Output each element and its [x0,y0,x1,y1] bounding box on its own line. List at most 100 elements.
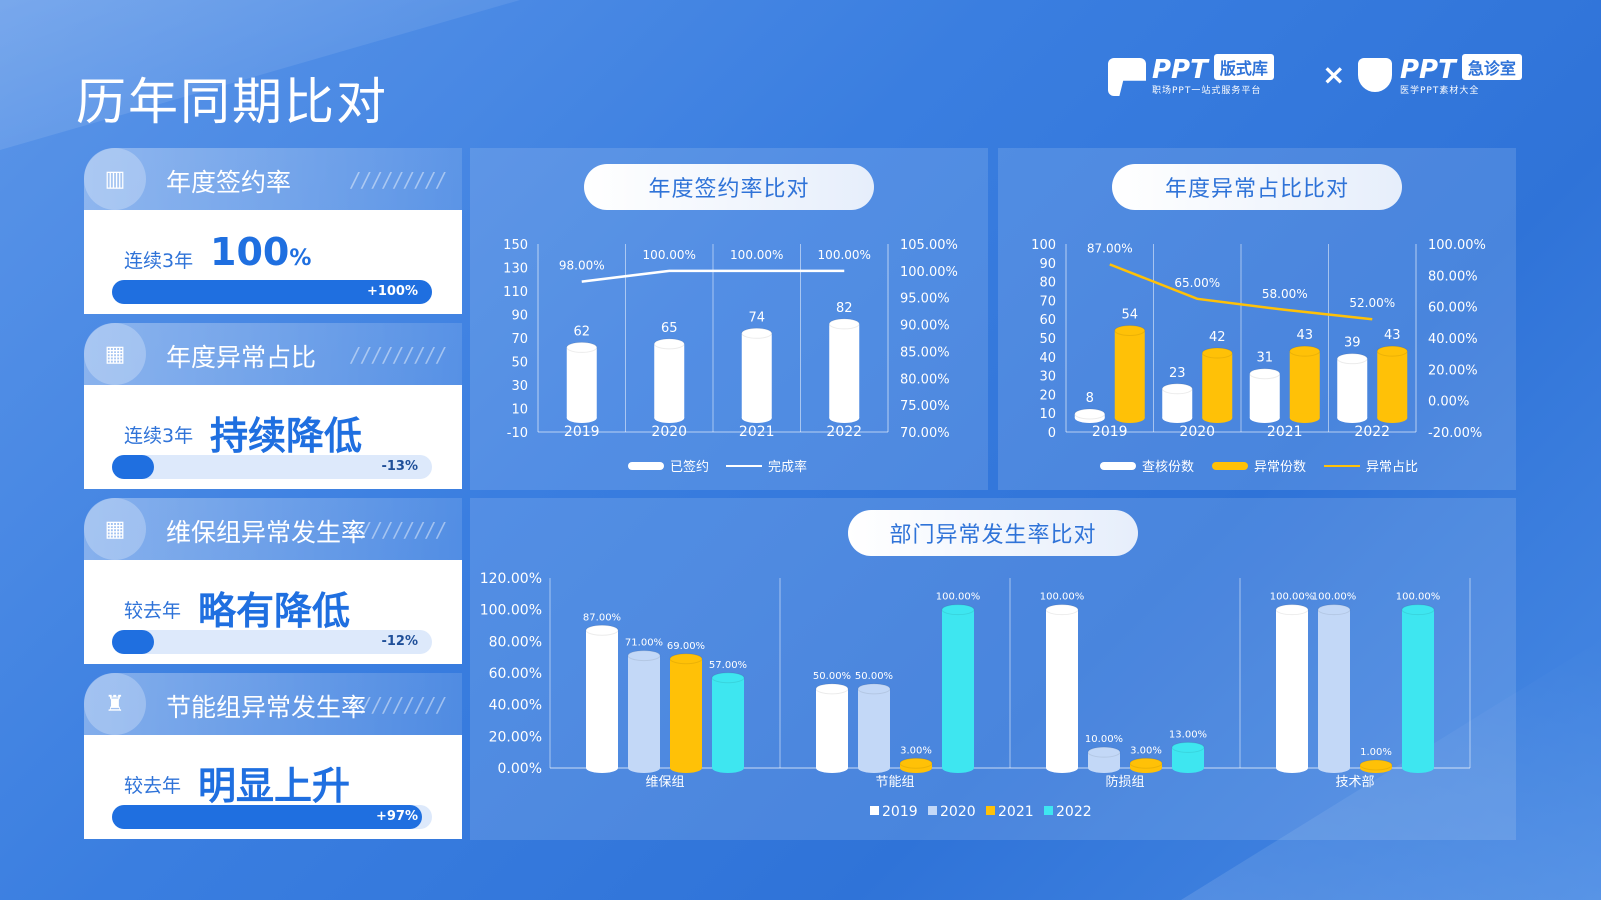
legend-swatch [1044,806,1053,815]
y-tick-label: 100.00% [480,603,542,619]
kpi-label: 节能组异常发生率 [166,693,367,722]
y-tick-label: 70 [511,332,528,347]
kpi-card-maintenance-anomaly: ▦ 维保组异常发生率 ///////// 较去年 略有降低 -12% [84,498,462,664]
bar-2022-top [1171,741,1205,753]
legend-label: 完成率 [768,459,807,475]
bar-已签约-base [741,413,772,423]
bar-异常份数 [1114,330,1145,418]
kpi-header: ♜ 节能组异常发生率 ///////// [84,673,462,735]
data-label: 43 [1384,328,1401,343]
line-label: 87.00% [1087,241,1133,255]
brand-right-tag: 急诊室 [1461,54,1522,80]
bar-异常份数 [1377,351,1408,418]
y-tick-label: 130 [503,262,528,277]
x-tick-label: 2022 [1354,424,1390,440]
data-label: 42 [1209,330,1226,345]
data-label: 62 [573,324,590,339]
bar-2020 [858,688,890,768]
bar-2022 [712,677,744,768]
line-label: 100.00% [730,248,783,262]
bar-已签约-top [653,338,685,350]
kpi-prefix: 较去年 [124,600,182,622]
bar-异常份数 [1289,351,1320,418]
line-完成率 [581,269,845,283]
bar-查核份数 [1249,373,1280,418]
bar-2021-top [1359,759,1393,771]
line-label: 52.00% [1349,296,1395,310]
bar-查核份数-top [1249,368,1281,380]
bar-2019-top [585,624,619,636]
bar-异常份数-top [1289,345,1321,357]
x-tick-label: 2021 [1267,424,1303,440]
kpi-body: 连续3年 持续降低 -13% [84,385,462,489]
y2-tick-label: 20.00% [1428,363,1478,378]
bar-异常份数-base [1289,413,1320,423]
progress-fill [112,805,423,829]
brand-left-slogan: 职场PPT一站式服务平台 [1152,86,1262,96]
bar-查核份数-top [1161,383,1193,395]
bar-2022 [1402,609,1434,768]
legend-swatch [986,806,995,815]
y-tick-label: 40.00% [489,698,542,714]
chart-title: 年度签约率比对 [584,164,874,210]
y2-tick-label: -20.00% [1428,426,1482,441]
data-label: 13.00% [1169,729,1207,740]
y-tick-label: 30 [1039,370,1056,385]
brand-right: PPT 急诊室 医学PPT素材大全 [1400,54,1522,96]
x-tick-label: 技术部 [1335,775,1374,790]
bar-2021-base [670,763,702,773]
data-label: 100.00% [1312,592,1357,603]
stripes-decoration: ///////// [351,518,448,542]
bar-2019-top [1275,604,1309,616]
bar-2022-top [1401,604,1435,616]
kpi-body: 较去年 明显上升 +97% [84,735,462,839]
kpi-trophy-icon: ♜ [84,673,146,735]
legend-label: 已签约 [670,459,709,475]
bar-已签约-top [828,318,860,330]
y-tick-label: 20 [1039,388,1056,403]
bar-查核份数 [1337,358,1368,418]
legend-label: 异常占比 [1366,460,1418,475]
data-label: 1.00% [1360,747,1392,758]
y-tick-label: 30 [511,379,528,394]
kpi-coins-icon: ▦ [84,498,146,560]
bar-2019-top [815,683,849,695]
bar-2020-base [1318,763,1350,773]
stripes-decoration: ///////// [351,343,448,367]
data-label: 87.00% [583,612,621,623]
brand-left-tag: 版式库 [1213,54,1274,80]
y-tick-label: 110 [503,285,528,300]
chart-title: 年度异常占比比对 [1112,164,1402,210]
x-tick-label: 节能组 [875,775,914,790]
bar-异常份数 [1202,353,1233,418]
data-label: 74 [748,310,765,325]
data-label: 57.00% [709,660,747,671]
data-label: 8 [1086,391,1094,406]
y-tick-label: 120.00% [480,571,542,587]
y-tick-label: 60 [1039,313,1056,328]
stripes-decoration: ///////// [351,168,448,192]
x-tick-label: 2019 [564,424,600,440]
legend-label: 2022 [1056,804,1092,820]
y-tick-label: 90 [1039,257,1056,272]
chart-panel-signing: 150 130 110 90 70 50 30 10 -10 105.00% 100.00% 95.0… [470,148,988,490]
data-label: 43 [1296,328,1313,343]
bar-查核份数-top [1074,408,1106,420]
y-tick-label: 0 [1048,426,1056,441]
kpi-value-number: 100 [210,230,290,274]
x-tick-label: 2022 [826,424,862,440]
bar-已签约 [741,333,772,418]
y2-tick-label: 60.00% [1428,301,1478,316]
bar-2020 [628,655,660,768]
bar-2020-top [1087,746,1121,758]
y-tick-label: 0.00% [498,761,542,777]
data-label: 71.00% [625,638,663,649]
bar-已签约-base [654,413,685,423]
bar-2020 [1318,609,1350,768]
kpi-coins-icon: ▦ [84,323,146,385]
line-label: 100.00% [643,248,696,262]
bar-2020-base [858,763,890,773]
bar-已签约 [654,343,685,418]
brand-separator: × [1322,58,1346,91]
kpi-header: ▦ 年度异常占比 ///////// [84,323,462,385]
